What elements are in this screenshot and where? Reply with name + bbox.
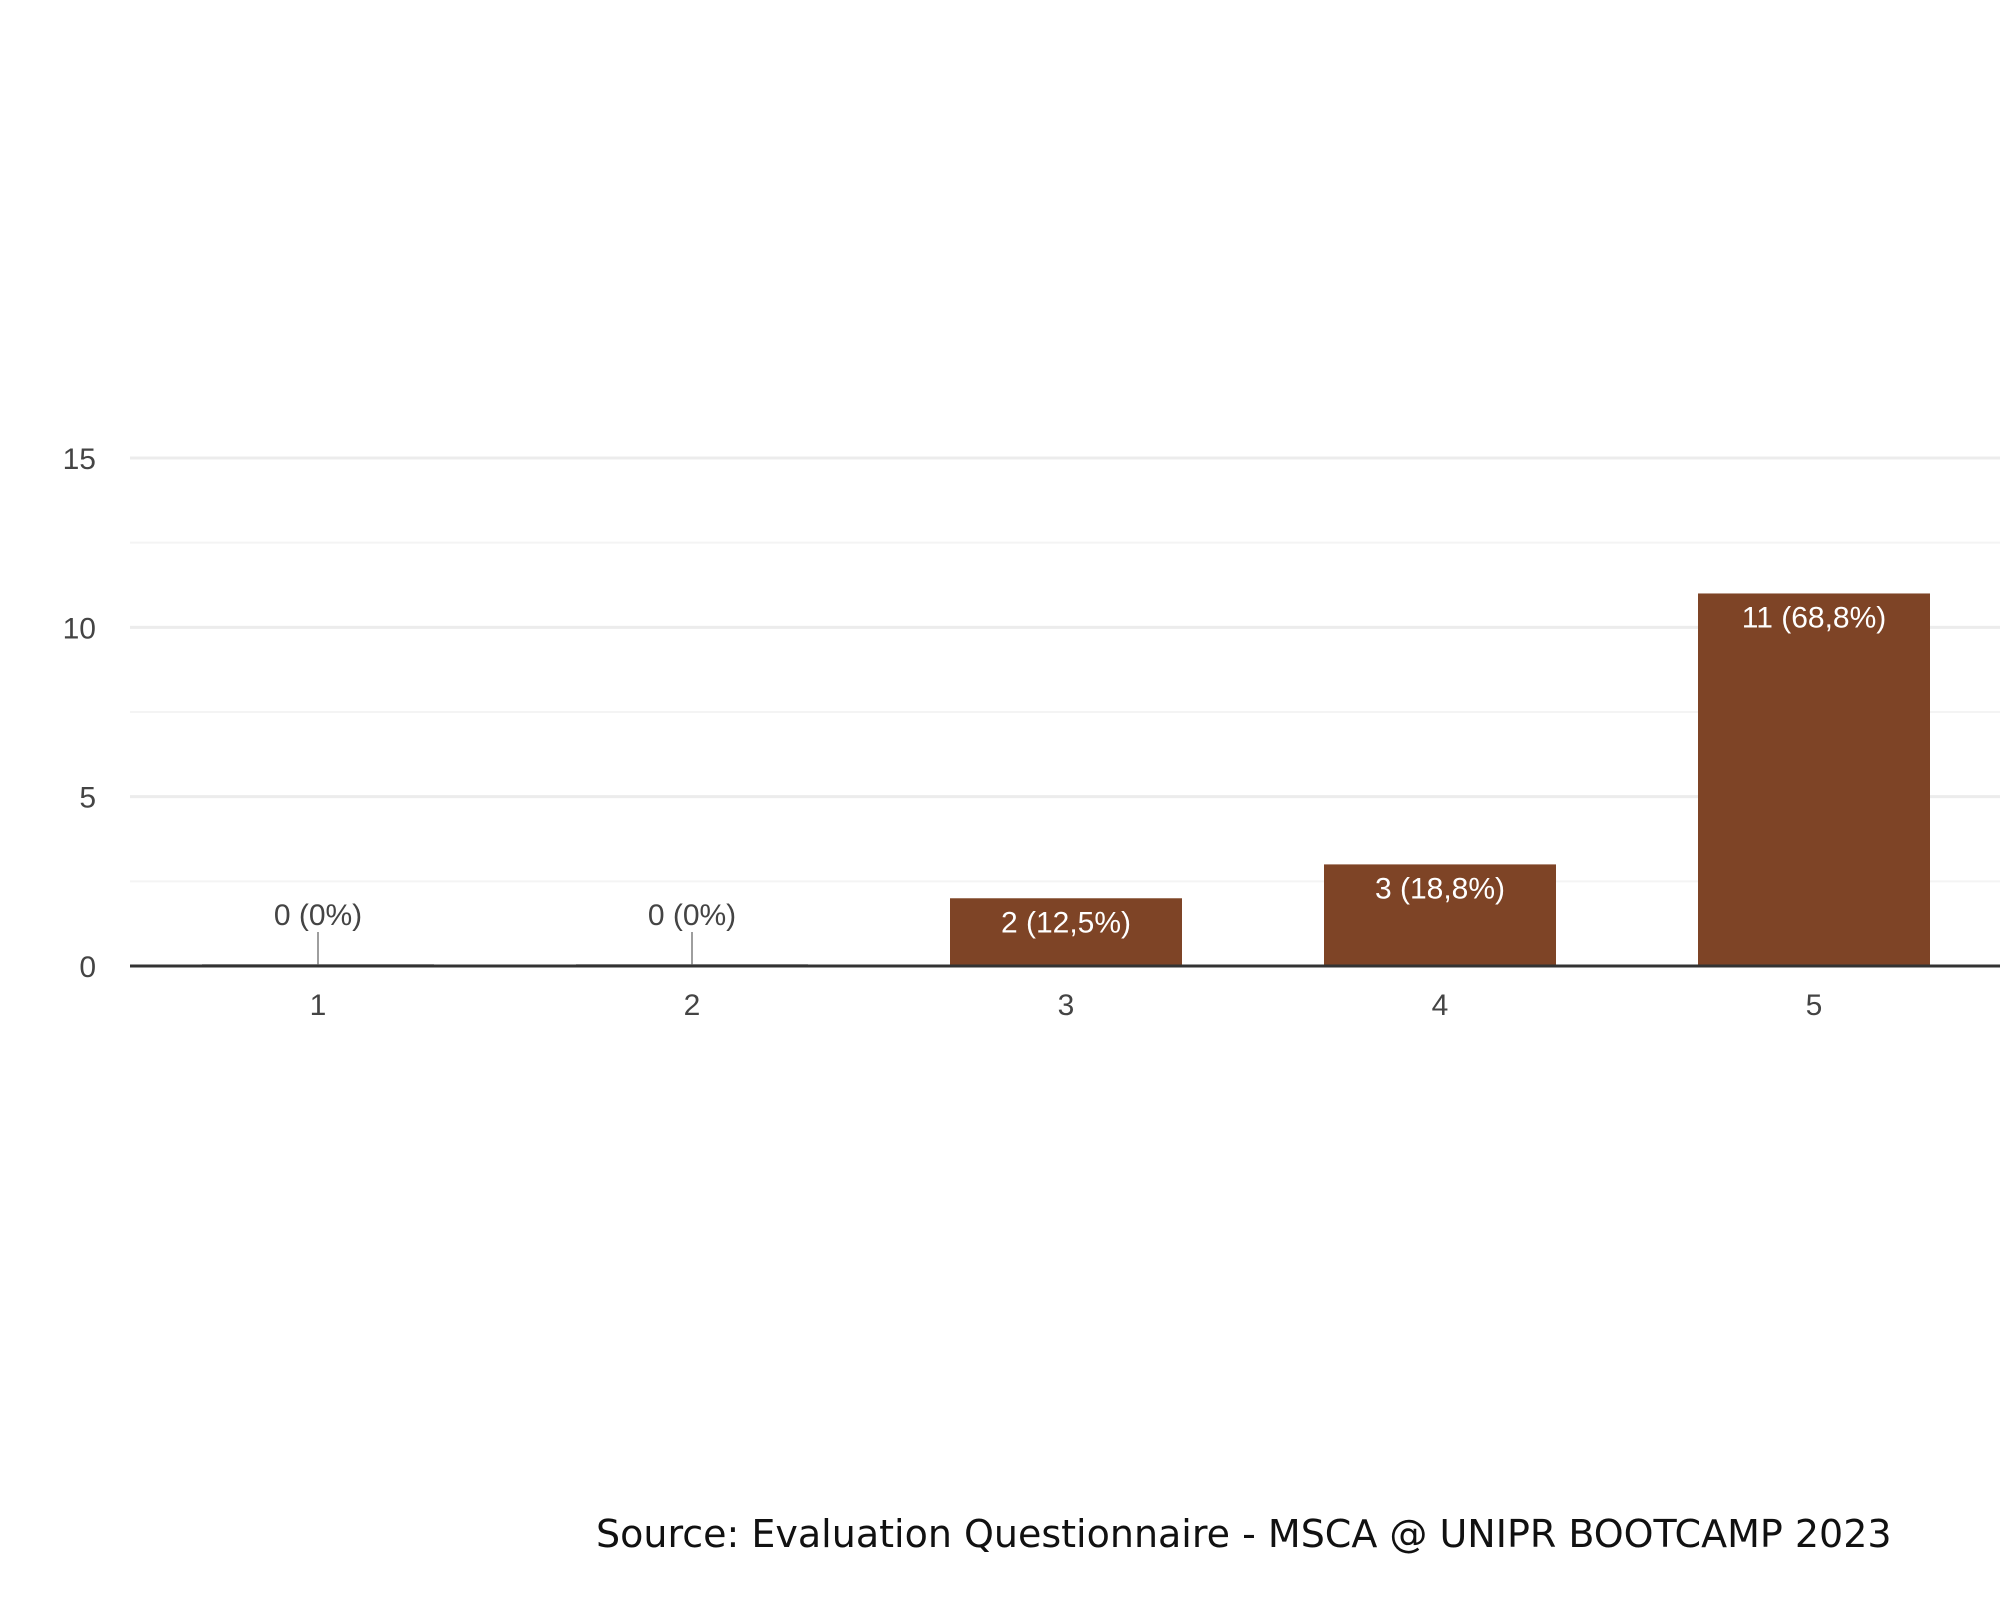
data-label: 2 (12,5%) bbox=[1001, 906, 1131, 939]
bars bbox=[202, 593, 1930, 966]
data-label: 0 (0%) bbox=[648, 899, 736, 932]
bar bbox=[1324, 864, 1556, 966]
x-tick-label: 3 bbox=[1058, 989, 1075, 1022]
x-tick-label: 4 bbox=[1432, 989, 1449, 1022]
y-axis-ticks: 0 5 10 15 bbox=[63, 443, 96, 984]
bar bbox=[950, 898, 1182, 966]
source-note: Source: Evaluation Questionnaire - MSCA … bbox=[596, 1512, 1892, 1556]
y-tick-label: 5 bbox=[79, 782, 96, 815]
bar bbox=[1698, 593, 1930, 966]
data-label: 11 (68,8%) bbox=[1742, 601, 1887, 634]
gridlines bbox=[130, 456, 2000, 883]
data-label: 3 (18,8%) bbox=[1375, 872, 1505, 905]
y-tick-label: 15 bbox=[63, 443, 96, 476]
y-tick-label: 10 bbox=[63, 612, 96, 645]
y-tick-label: 0 bbox=[79, 951, 96, 984]
x-tick-label: 1 bbox=[310, 989, 327, 1022]
x-axis-ticks: 1 2 3 4 5 bbox=[310, 989, 1823, 1022]
x-tick-label: 5 bbox=[1806, 989, 1823, 1022]
data-labels: 0 (0%) 0 (0%) 2 (12,5%) 3 (18,8%) 11 (68,8%) bbox=[274, 601, 1886, 939]
data-label: 0 (0%) bbox=[274, 899, 362, 932]
x-tick-label: 2 bbox=[684, 989, 701, 1022]
